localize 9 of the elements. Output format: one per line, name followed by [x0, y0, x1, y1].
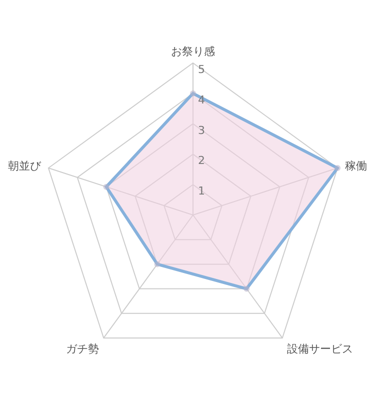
- spoke-label: お祭り感: [171, 45, 215, 58]
- y-tick-label: 3: [198, 124, 205, 137]
- spoke-label: ガチ勢: [66, 342, 99, 356]
- y-tick-label: 5: [198, 63, 205, 76]
- y-tick-label: 2: [198, 154, 205, 168]
- spoke-label: 稼働: [345, 159, 368, 172]
- y-tick-label: 1: [198, 184, 205, 198]
- spoke-label: 朝並び: [8, 159, 42, 172]
- spoke-label: 設備サービス: [287, 342, 354, 356]
